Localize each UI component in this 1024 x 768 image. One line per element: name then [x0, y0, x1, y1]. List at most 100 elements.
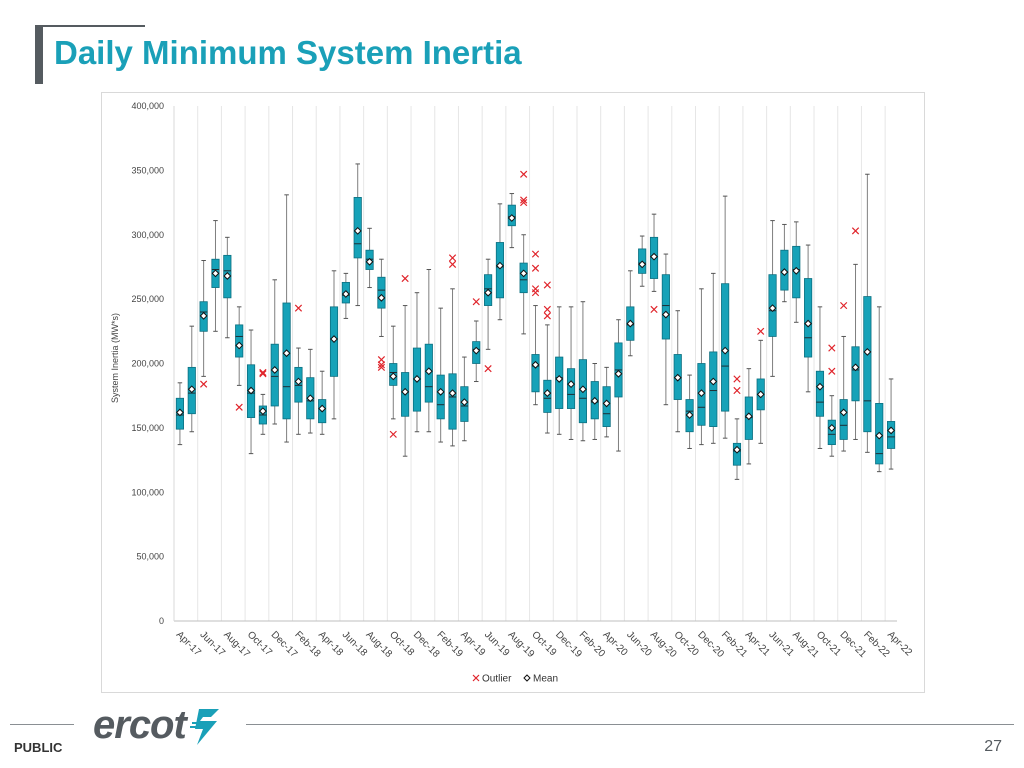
mean-marker	[270, 366, 279, 374]
box-iqr	[282, 302, 291, 420]
box-plot-Oct-19	[531, 250, 540, 406]
outlier-marker	[200, 380, 208, 388]
mean-marker	[377, 293, 386, 302]
box-plot-Mar-22	[875, 306, 884, 473]
box-plot-Apr-18	[318, 370, 327, 435]
outlier-marker	[851, 227, 860, 235]
box-plot-Feb-22	[863, 173, 872, 453]
outlier-marker	[484, 365, 492, 373]
outlier-marker	[389, 430, 397, 438]
outlier-marker	[377, 361, 386, 369]
box-plot-May-18	[329, 270, 339, 420]
mean-marker	[187, 385, 196, 394]
box-plot-Nov-21	[827, 344, 836, 457]
box-plot-Nov-17	[258, 368, 267, 435]
outlier-marker	[294, 304, 303, 312]
box-plot-Sep-18	[377, 258, 386, 371]
mean-marker	[697, 389, 706, 398]
mean-marker	[448, 389, 457, 398]
mean-marker	[531, 360, 540, 369]
box-plot-May-17	[187, 325, 196, 433]
mean-marker	[496, 261, 504, 270]
mean-marker	[804, 319, 813, 328]
title-accent-top	[35, 25, 145, 27]
mean-marker	[519, 269, 528, 278]
y-tick-label: 150,000	[131, 423, 164, 433]
box-plot-Dec-19	[555, 306, 564, 435]
mean-marker	[436, 387, 445, 396]
mean-marker	[282, 349, 291, 358]
box-plot-Oct-17	[246, 329, 256, 455]
outlier-marker	[520, 170, 528, 178]
mean-marker	[484, 288, 492, 297]
x-tick-label: Apr-19	[458, 629, 487, 658]
legend-outlier-marker	[472, 674, 480, 682]
outlier-marker	[448, 260, 457, 268]
box-plot-Aug-21	[792, 221, 801, 323]
box-plot-Sep-17	[235, 306, 244, 411]
page-title: Daily Minimum System Inertia	[54, 34, 522, 71]
outlier-marker	[531, 250, 540, 258]
mean-marker	[353, 226, 362, 235]
y-tick-label: 350,000	[131, 165, 164, 175]
box-plot-Jun-21	[768, 220, 777, 377]
outlier-marker	[520, 196, 528, 204]
outlier-marker	[828, 344, 836, 352]
x-tick-label: Jun-20	[624, 629, 654, 659]
mean-marker	[211, 269, 220, 278]
box-plot-Jan-22	[851, 227, 860, 440]
chart-legend: Outlier Mean	[472, 674, 558, 685]
outlier-marker	[531, 289, 540, 297]
mean-marker	[389, 372, 398, 381]
mean-marker	[330, 335, 338, 343]
mean-marker	[721, 346, 730, 355]
box-plot-Mar-19	[448, 254, 457, 447]
x-tick-label: Jun-21	[766, 629, 796, 659]
mean-marker	[792, 266, 801, 275]
mean-marker	[602, 399, 611, 408]
mean-marker	[294, 377, 303, 386]
box-iqr	[661, 274, 670, 340]
mean-marker	[816, 382, 824, 391]
box-plot-Nov-20	[685, 374, 694, 449]
box-iqr	[531, 354, 540, 393]
outlier-marker	[828, 367, 836, 375]
box-plot-Feb-21	[721, 195, 730, 439]
box-iqr	[815, 370, 825, 417]
box-plot-Sep-21	[804, 244, 813, 393]
box-plot-Apr-20	[602, 366, 611, 438]
box-iqr	[732, 442, 742, 466]
box-plot-Apr-22	[886, 378, 896, 470]
outlier-marker	[840, 301, 848, 310]
mean-marker	[626, 319, 635, 328]
x-tick-label: Apr-20	[600, 629, 629, 658]
box-plot-Mar-21	[732, 375, 742, 480]
mean-marker	[638, 260, 647, 269]
box-iqr	[377, 276, 386, 309]
mean-marker	[318, 404, 327, 413]
x-tick-label: Apr-17	[174, 629, 203, 658]
box-plot-Jun-19	[484, 258, 493, 373]
mean-marker	[614, 369, 623, 378]
outlier-marker	[543, 312, 551, 320]
mean-marker	[401, 387, 410, 396]
mean-marker	[199, 311, 208, 320]
box-plot-Jun-17	[199, 260, 208, 388]
box-plot-Mar-20	[590, 363, 599, 440]
chart-area: 0 50,000 100,000 150,000 200,000 250,000 300,0…	[110, 101, 914, 685]
box-plot-Jan-18	[282, 194, 291, 443]
x-tick-label: Jun-18	[340, 629, 370, 659]
box-plot-Dec-18	[412, 292, 422, 433]
outlier-marker	[733, 386, 741, 395]
outlier-marker	[531, 264, 540, 272]
box-plot-Jan-19	[424, 269, 433, 433]
x-tick-label: Jun-17	[198, 629, 228, 659]
box-plot-Apr-19	[460, 356, 469, 442]
classification-label: PUBLIC	[14, 740, 63, 755]
y-tick-label: 0	[159, 616, 164, 626]
footer-divider-right	[246, 724, 1014, 725]
box-plot-Jul-20	[638, 235, 647, 287]
footer-divider-left	[10, 724, 74, 725]
outlier-marker	[377, 363, 386, 371]
mean-marker	[258, 407, 267, 416]
